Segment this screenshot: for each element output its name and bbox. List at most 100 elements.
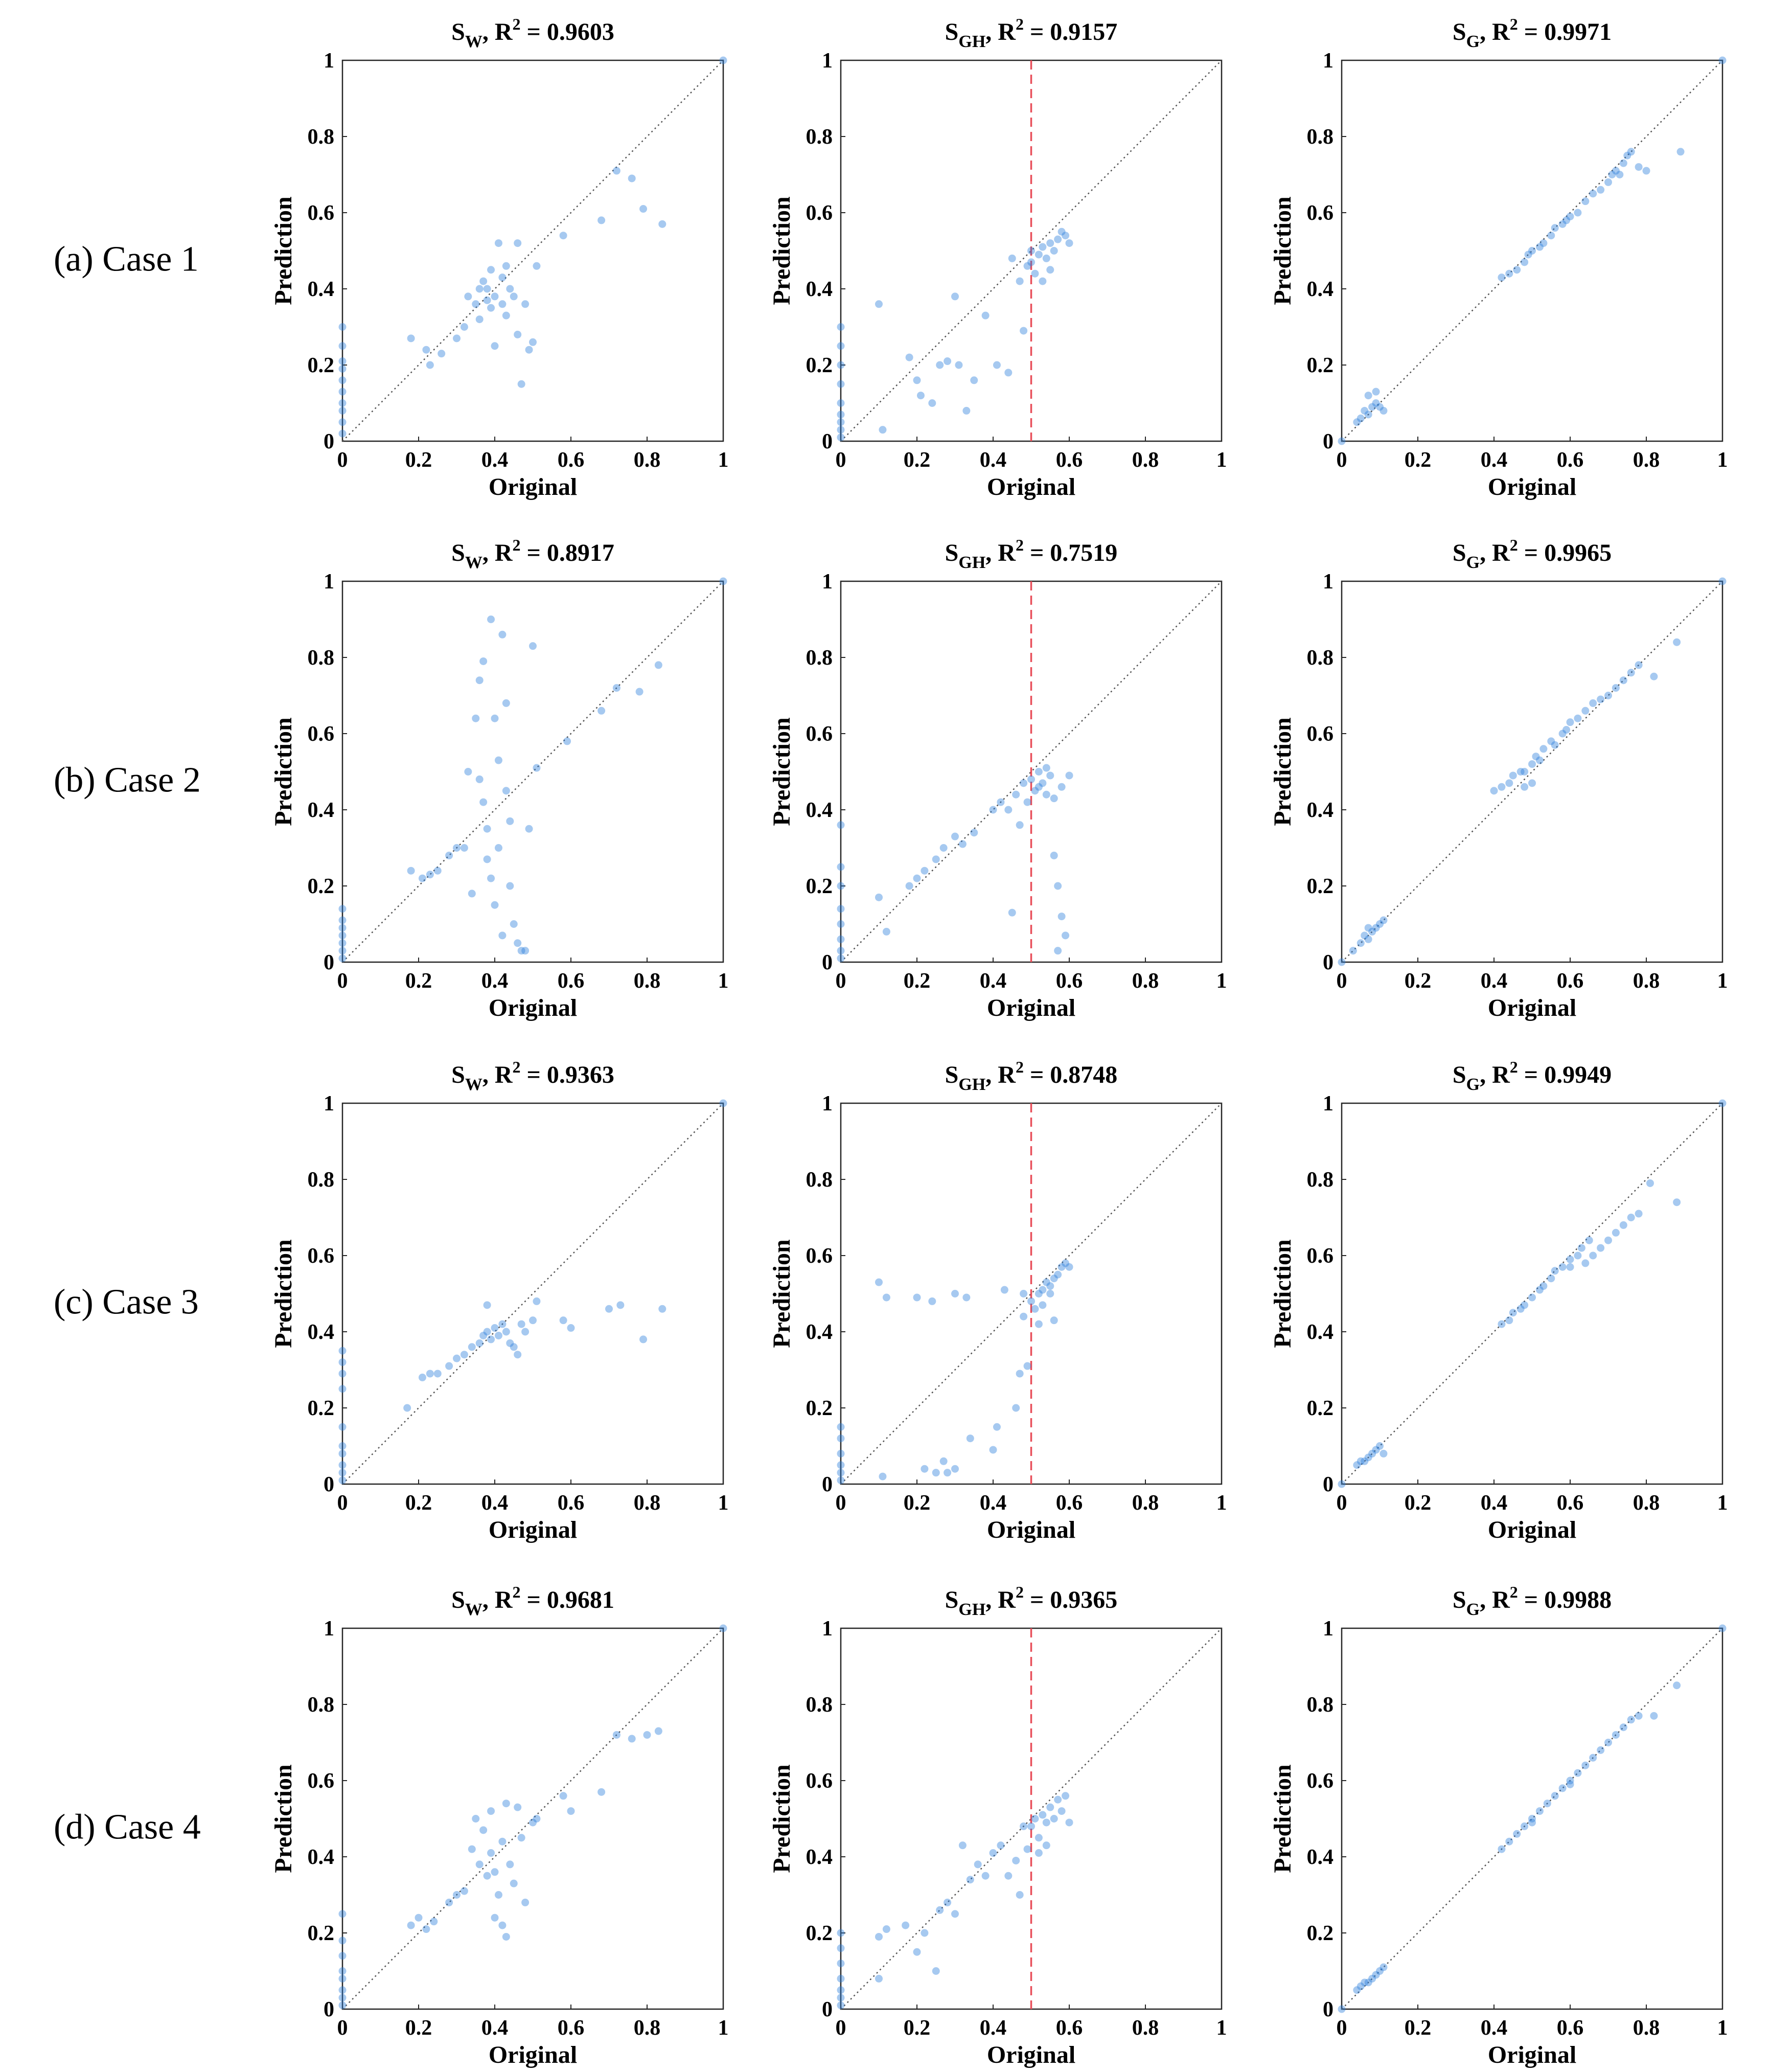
- data-point: [487, 1807, 495, 1815]
- y-tick-label: 1: [324, 1092, 334, 1115]
- data-point: [1062, 232, 1070, 240]
- data-point: [338, 1967, 347, 1975]
- data-point: [837, 905, 845, 913]
- data-point: [559, 1792, 567, 1800]
- title-subscript: GH: [958, 553, 985, 572]
- data-point: [1627, 148, 1635, 156]
- data-point: [1349, 947, 1357, 955]
- data-point: [1000, 1286, 1008, 1294]
- y-tick-label: 0.6: [308, 1244, 335, 1268]
- data-point: [1498, 274, 1506, 282]
- data-point: [1566, 1255, 1574, 1263]
- data-point: [1012, 790, 1020, 799]
- data-point: [1357, 1457, 1365, 1465]
- data-point: [514, 1803, 522, 1811]
- data-point: [1581, 1761, 1590, 1769]
- data-point: [491, 714, 499, 722]
- data-point: [1585, 1236, 1593, 1244]
- data-point: [837, 1449, 845, 1458]
- x-axis-label: Original: [1488, 1516, 1576, 1543]
- y-tick-label: 1: [822, 1617, 833, 1641]
- x-tick-label: 0.8: [634, 969, 661, 993]
- data-point: [1016, 277, 1024, 285]
- title-separator: ,: [1480, 18, 1492, 45]
- data-point: [407, 334, 415, 343]
- data-point: [1035, 768, 1043, 776]
- data-point: [502, 1932, 510, 1941]
- x-tick-label: 0.8: [634, 1491, 661, 1515]
- data-point: [1364, 1453, 1372, 1462]
- data-point: [1039, 1301, 1047, 1309]
- data-point: [981, 311, 990, 320]
- data-point: [498, 931, 507, 940]
- data-point: [905, 882, 913, 890]
- data-point: [1020, 1290, 1028, 1297]
- y-axis-label: Prediction: [1269, 717, 1296, 826]
- data-point: [837, 418, 845, 426]
- data-point: [468, 890, 476, 898]
- data-point: [567, 1807, 575, 1815]
- data-point: [1368, 1974, 1376, 1983]
- y-tick-label: 0.8: [806, 1693, 833, 1717]
- x-tick-label: 1: [1216, 2016, 1227, 2040]
- data-point: [1050, 1815, 1058, 1823]
- data-point: [407, 1921, 415, 1929]
- data-point: [487, 1849, 495, 1857]
- data-point: [1597, 186, 1605, 194]
- case-label: (a) Case 1: [54, 239, 199, 279]
- title-r: R: [998, 539, 1016, 566]
- data-point: [837, 1461, 845, 1469]
- data-point: [483, 855, 491, 863]
- x-tick-label: 1: [1717, 1491, 1728, 1515]
- data-point: [1535, 1286, 1544, 1294]
- data-point: [837, 2001, 845, 2010]
- data-point: [913, 1948, 921, 1956]
- r2-value: = 0.9603: [521, 18, 614, 45]
- data-point: [1372, 924, 1380, 932]
- data-point: [1635, 163, 1643, 171]
- title-r: R: [495, 18, 513, 45]
- title-subscript: G: [1466, 553, 1480, 572]
- x-axis-label: Original: [987, 994, 1075, 1021]
- data-point: [338, 1986, 347, 1994]
- data-point: [951, 1290, 959, 1297]
- data-point: [479, 1331, 488, 1339]
- x-tick-label: 0: [1337, 1491, 1347, 1515]
- data-point: [1509, 771, 1517, 780]
- y-tick-label: 0.6: [806, 1244, 833, 1268]
- data-point: [567, 1324, 575, 1332]
- data-point: [1012, 1404, 1020, 1412]
- x-tick-label: 0: [836, 969, 846, 993]
- data-point: [1054, 882, 1062, 890]
- y-tick-label: 0.2: [806, 875, 833, 898]
- x-tick-label: 1: [718, 1491, 729, 1515]
- data-point: [1718, 56, 1727, 64]
- y-tick-label: 0: [1323, 951, 1334, 974]
- title-superscript: 2: [1510, 536, 1518, 554]
- y-tick-label: 0.4: [806, 278, 833, 301]
- x-tick-label: 1: [1216, 969, 1227, 993]
- data-point: [1521, 1822, 1529, 1830]
- data-point: [517, 380, 525, 388]
- axes-frame: [341, 1102, 724, 1485]
- data-point: [1627, 669, 1635, 677]
- scatter-panel: 00 0.2 0.2 0.4 0.4 0.6 0.6 0.8 0.8 1 1 Original Pred…: [768, 536, 1227, 1021]
- y-tick-label: 0.2: [806, 354, 833, 377]
- y-tick-label: 0.4: [308, 799, 335, 822]
- title-r: R: [998, 1586, 1016, 1613]
- case-label: (c) Case 3: [54, 1282, 199, 1322]
- data-point: [1050, 1316, 1058, 1325]
- data-point: [1065, 1263, 1073, 1271]
- x-tick-label: 0.4: [1481, 1491, 1508, 1515]
- title-separator: ,: [482, 1061, 495, 1088]
- title-separator: ,: [1480, 1061, 1492, 1088]
- data-point: [338, 1469, 347, 1477]
- data-point: [1539, 1282, 1548, 1290]
- data-point: [514, 939, 522, 947]
- data-point: [1058, 227, 1066, 236]
- data-point: [1635, 661, 1643, 669]
- r2-value: = 0.9988: [1518, 1586, 1612, 1613]
- y-tick-label: 0.8: [806, 125, 833, 149]
- data-point: [932, 1469, 940, 1477]
- data-point: [837, 1944, 845, 1952]
